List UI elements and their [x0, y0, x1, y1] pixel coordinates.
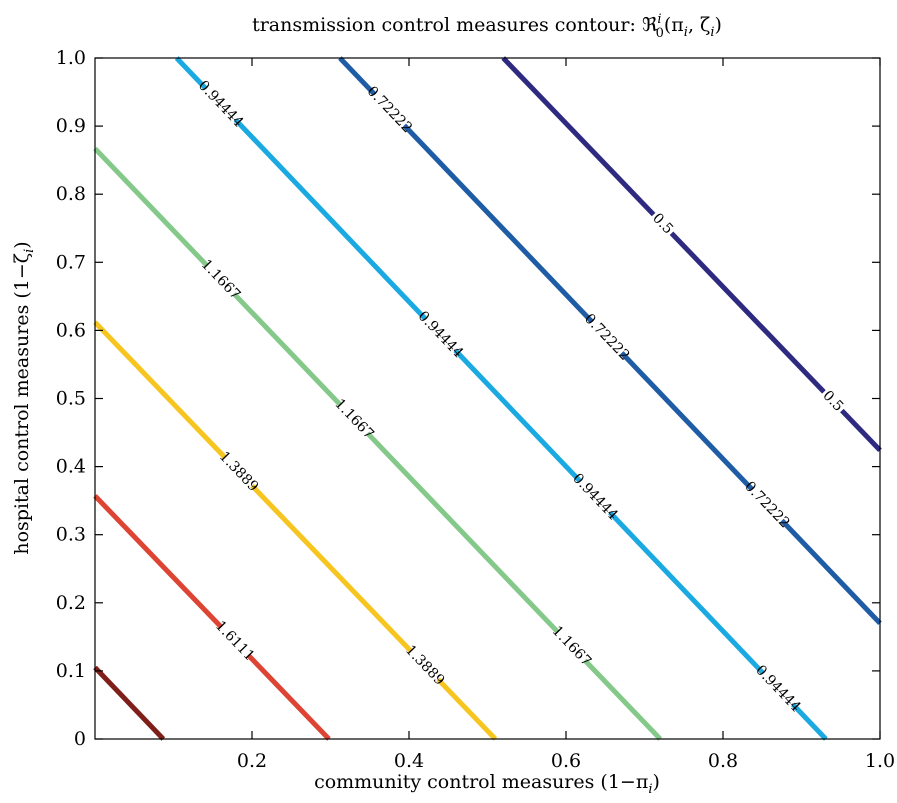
- y-tick-label: 0.2: [56, 592, 86, 614]
- x-tick-label: 0.8: [708, 750, 738, 772]
- chart-title: transmission control measures contour: ℜ…: [252, 12, 722, 41]
- x-tick-label: 0.6: [551, 750, 581, 772]
- y-tick-label: 0.9: [56, 115, 86, 137]
- contour-line-segment: [365, 431, 560, 635]
- y-axis-label: hospital control measures (1−ζi): [11, 241, 37, 554]
- contour-line-segment: [608, 510, 765, 675]
- contour-line-segment: [233, 117, 428, 321]
- contour-line-segment: [436, 677, 498, 741]
- contour-line-segment: [93, 146, 209, 268]
- contour-line-segment: [583, 658, 663, 741]
- contour-line-segment: [669, 231, 826, 394]
- axis-ticks: 0 0.1 0.2 0.3 0.4 0.5 0.6 0.7 0.8 0.9 1.0 0.2 0.4 0.6…: [56, 47, 895, 772]
- contour-line-segment: [338, 56, 377, 96]
- contour-line-segment: [780, 518, 882, 625]
- contour-line-segment: [93, 665, 166, 741]
- contour-line-segment: [174, 56, 208, 91]
- contour-line-segment: [93, 494, 224, 629]
- y-tick-label: 0: [74, 728, 86, 750]
- y-tick-label: 0.4: [56, 456, 86, 478]
- contour-line-segment: [791, 702, 828, 741]
- y-tick-label: 0.1: [56, 660, 86, 682]
- plot-frame: [94, 57, 881, 740]
- y-tick-label: 0.6: [56, 319, 86, 341]
- x-tick-label: 1.0: [865, 750, 895, 772]
- y-tick-label: 0.8: [56, 183, 86, 205]
- y-tick-label: 0.7: [56, 251, 86, 273]
- contour-line-segment: [250, 484, 414, 654]
- contour-lines: [93, 56, 882, 741]
- contour-line-segment: [402, 123, 594, 324]
- x-tick-label: 0.4: [394, 750, 424, 772]
- contour-line-segment: [501, 56, 656, 217]
- contour-line-segment: [840, 408, 882, 452]
- contour-line-segment: [232, 292, 343, 407]
- x-axis-label: community control measures (1−πi): [314, 771, 660, 797]
- y-tick-label: 0.5: [56, 388, 86, 410]
- contour-line-segment: [619, 351, 754, 492]
- y-tick-label: 1.0: [56, 47, 86, 69]
- x-tick-label: 0.2: [237, 750, 267, 772]
- contour-line-segment: [453, 348, 582, 484]
- contour-line-segment: [93, 320, 228, 460]
- y-tick-label: 0.3: [56, 524, 86, 546]
- contour-line-segment: [246, 653, 331, 741]
